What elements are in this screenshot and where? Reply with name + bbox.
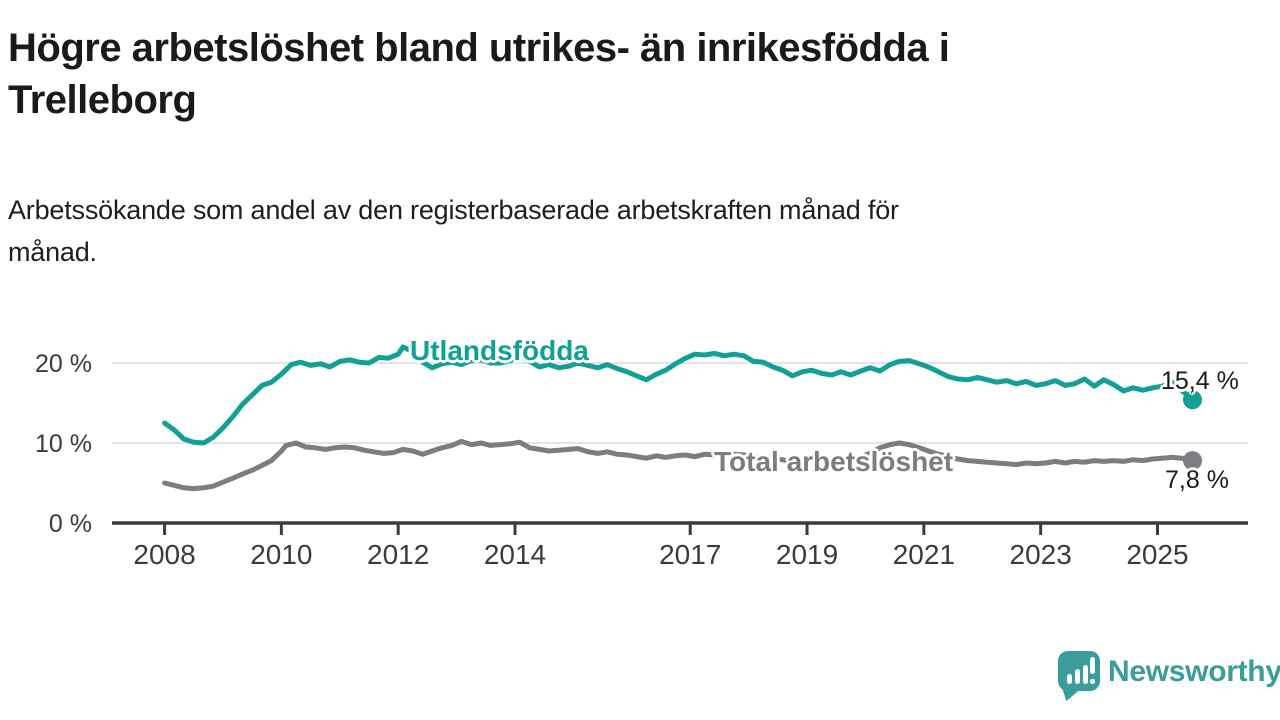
y-tick-label: 10 % (35, 430, 92, 458)
x-tick-label: 2023 (1010, 539, 1072, 570)
chart-subtitle: Arbetssökande som andel av den registerb… (8, 195, 899, 267)
series-label-total-arbetsloshet: Total arbetslöshet (714, 446, 954, 477)
y-tick-label: 0 % (49, 510, 92, 538)
x-tick-label: 2025 (1126, 539, 1188, 570)
x-tick-label: 2008 (133, 539, 195, 570)
x-tick-label: 2010 (250, 539, 312, 570)
x-tick-label: 2019 (776, 539, 838, 570)
x-tick-label: 2012 (367, 539, 429, 570)
logo-exclamation-line (1090, 657, 1095, 674)
end-value-utlandsfodda: 15,4 % (1161, 367, 1239, 395)
speech-bubble-bar-chart-icon (1058, 651, 1100, 691)
x-tick-label: 2014 (484, 539, 546, 570)
series-end-dot-1 (1183, 451, 1202, 471)
logo-bar-short (1067, 674, 1072, 684)
y-tick-label: 20 % (35, 350, 92, 378)
logo-bar-tall (1082, 665, 1088, 684)
speech-bubble-tail (1062, 688, 1082, 701)
page-title: Högre arbetslöshet bland utrikes- än inr… (8, 26, 950, 122)
brand-name: Newsworthy (1108, 655, 1280, 688)
newsworthy-logo: Newsworthy (1058, 651, 1280, 701)
series-line-0 (162, 344, 1195, 446)
series-label-utlandsfodda: Utlandsfödda (410, 335, 589, 366)
logo-bar-medium (1075, 669, 1080, 684)
series-end-dot-0 (1183, 390, 1202, 410)
x-tick-label: 2021 (893, 539, 955, 570)
x-tick-label: 2017 (659, 539, 721, 570)
end-value-total-arbetsloshet: 7,8 % (1165, 466, 1229, 494)
logo-exclamation-dot (1090, 678, 1095, 684)
series-line-1 (162, 438, 1195, 492)
